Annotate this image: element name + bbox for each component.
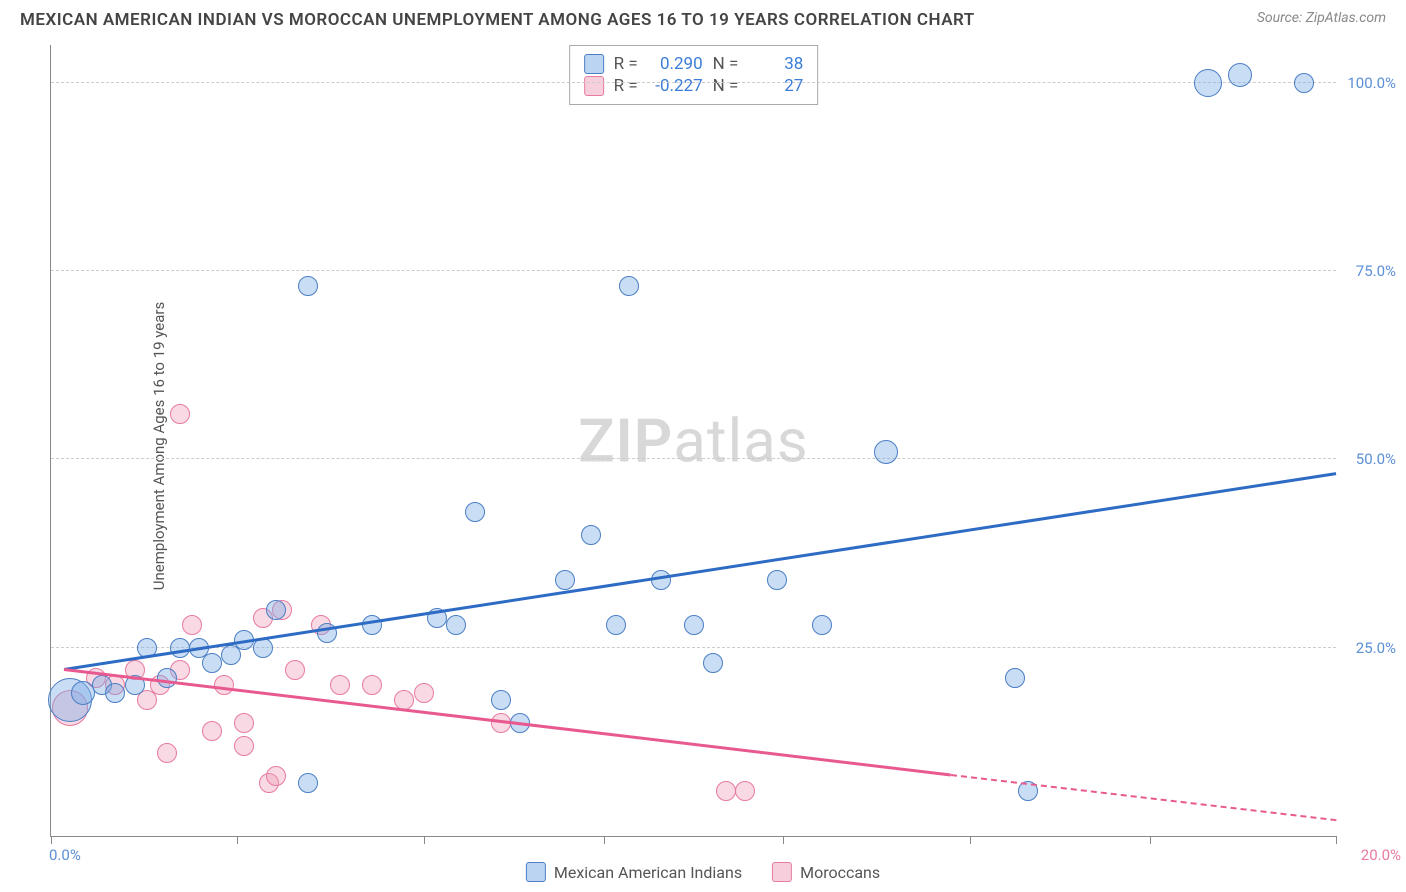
- data-point: [266, 600, 286, 620]
- legend-label-blue: Mexican American Indians: [554, 863, 742, 882]
- gridline: [51, 270, 1336, 271]
- data-point: [202, 653, 222, 673]
- swatch-pink-icon: [584, 76, 604, 96]
- trendline: [64, 668, 951, 776]
- trendline: [950, 774, 1336, 821]
- data-point: [182, 615, 202, 635]
- correlation-row-pink: R = -0.227 N = 27: [584, 76, 804, 96]
- data-point: [465, 502, 485, 522]
- x-tick: [1336, 836, 1337, 844]
- x-tick: [237, 836, 238, 844]
- r-value-blue: 0.290: [648, 54, 703, 74]
- x-tick: [970, 836, 971, 844]
- data-point: [555, 570, 575, 590]
- data-point: [362, 675, 382, 695]
- watermark: ZIPatlas: [578, 405, 809, 476]
- scatter-chart: ZIPatlas R = 0.290 N = 38 R = -0.227 N =…: [50, 45, 1336, 837]
- watermark-atlas: atlas: [673, 405, 808, 476]
- data-point: [812, 615, 832, 635]
- data-point: [266, 766, 286, 786]
- data-point: [1194, 69, 1222, 97]
- data-point: [446, 615, 466, 635]
- x-tick: [783, 836, 784, 844]
- data-point: [157, 668, 177, 688]
- y-tick-label: 75.0%: [1356, 262, 1396, 280]
- gridline: [51, 458, 1336, 459]
- legend-item-blue: Mexican American Indians: [526, 862, 742, 882]
- y-tick-label: 100.0%: [1347, 74, 1396, 92]
- n-value-pink: 27: [748, 76, 803, 96]
- source-attribution: Source: ZipAtlas.com: [1257, 10, 1386, 26]
- correlation-legend: R = 0.290 N = 38 R = -0.227 N = 27: [569, 45, 819, 105]
- data-point: [285, 660, 305, 680]
- data-point: [1294, 73, 1314, 93]
- data-point: [157, 743, 177, 763]
- data-point: [298, 773, 318, 793]
- data-point: [234, 736, 254, 756]
- data-point: [684, 615, 704, 635]
- data-point: [170, 638, 190, 658]
- watermark-zip: ZIP: [578, 405, 673, 476]
- data-point: [330, 675, 350, 695]
- data-point: [234, 713, 254, 733]
- data-point: [414, 683, 434, 703]
- chart-title: MEXICAN AMERICAN INDIAN VS MOROCCAN UNEM…: [20, 10, 975, 30]
- source-value: ZipAtlas.com: [1306, 10, 1386, 26]
- data-point: [735, 781, 755, 801]
- data-point: [703, 653, 723, 673]
- x-tick: [604, 836, 605, 844]
- data-point: [874, 440, 898, 464]
- data-point: [651, 570, 671, 590]
- data-point: [1228, 63, 1252, 87]
- r-label: R =: [614, 54, 638, 74]
- data-point: [716, 781, 736, 801]
- data-point: [619, 276, 639, 296]
- x-axis-max-label: 20.0%: [1361, 846, 1401, 864]
- legend-item-pink: Moroccans: [772, 862, 880, 882]
- source-label: Source:: [1257, 10, 1302, 26]
- y-tick-label: 50.0%: [1356, 450, 1396, 468]
- r-value-pink: -0.227: [648, 76, 703, 96]
- legend-label-pink: Moroccans: [800, 863, 880, 882]
- gridline: [51, 82, 1336, 83]
- n-label: N =: [713, 76, 739, 96]
- data-point: [606, 615, 626, 635]
- x-axis-min-label: 0.0%: [49, 846, 81, 864]
- r-label: R =: [614, 76, 638, 96]
- x-tick: [51, 836, 52, 844]
- data-point: [170, 404, 190, 424]
- n-value-blue: 38: [748, 54, 803, 74]
- data-point: [491, 690, 511, 710]
- data-point: [581, 525, 601, 545]
- data-point: [298, 276, 318, 296]
- swatch-blue-icon: [526, 862, 546, 882]
- swatch-blue-icon: [584, 54, 604, 74]
- series-legend: Mexican American Indians Moroccans: [526, 862, 880, 882]
- chart-header: MEXICAN AMERICAN INDIAN VS MOROCCAN UNEM…: [0, 0, 1406, 35]
- x-tick: [424, 836, 425, 844]
- trendline: [64, 472, 1337, 670]
- data-point: [1005, 668, 1025, 688]
- data-point: [767, 570, 787, 590]
- data-point: [202, 721, 222, 741]
- data-point: [362, 615, 382, 635]
- data-point: [105, 683, 125, 703]
- y-tick-label: 25.0%: [1356, 639, 1396, 657]
- correlation-row-blue: R = 0.290 N = 38: [584, 54, 804, 74]
- swatch-pink-icon: [772, 862, 792, 882]
- n-label: N =: [713, 54, 739, 74]
- x-tick: [1150, 836, 1151, 844]
